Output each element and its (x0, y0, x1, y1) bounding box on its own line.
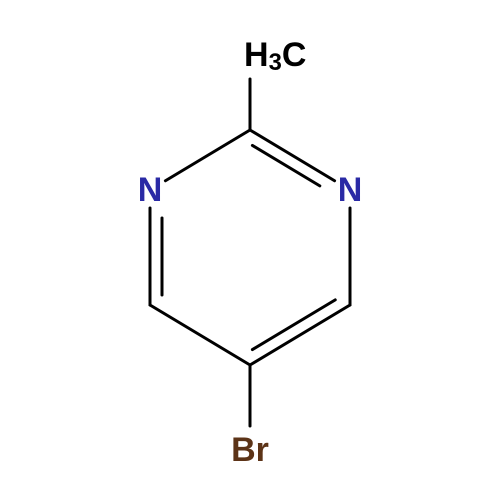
bond-line (250, 130, 335, 181)
bond-line (165, 130, 250, 181)
bond-line (150, 305, 250, 365)
bond-line (252, 300, 335, 350)
atom-label-n1: N (138, 171, 163, 209)
molecule-diagram: N N H3C Br (0, 0, 500, 500)
atom-label-ch3: H3C (244, 36, 306, 75)
bond-line (250, 305, 350, 365)
atom-label-br: Br (231, 431, 269, 469)
atom-label-n3: N (338, 171, 363, 209)
